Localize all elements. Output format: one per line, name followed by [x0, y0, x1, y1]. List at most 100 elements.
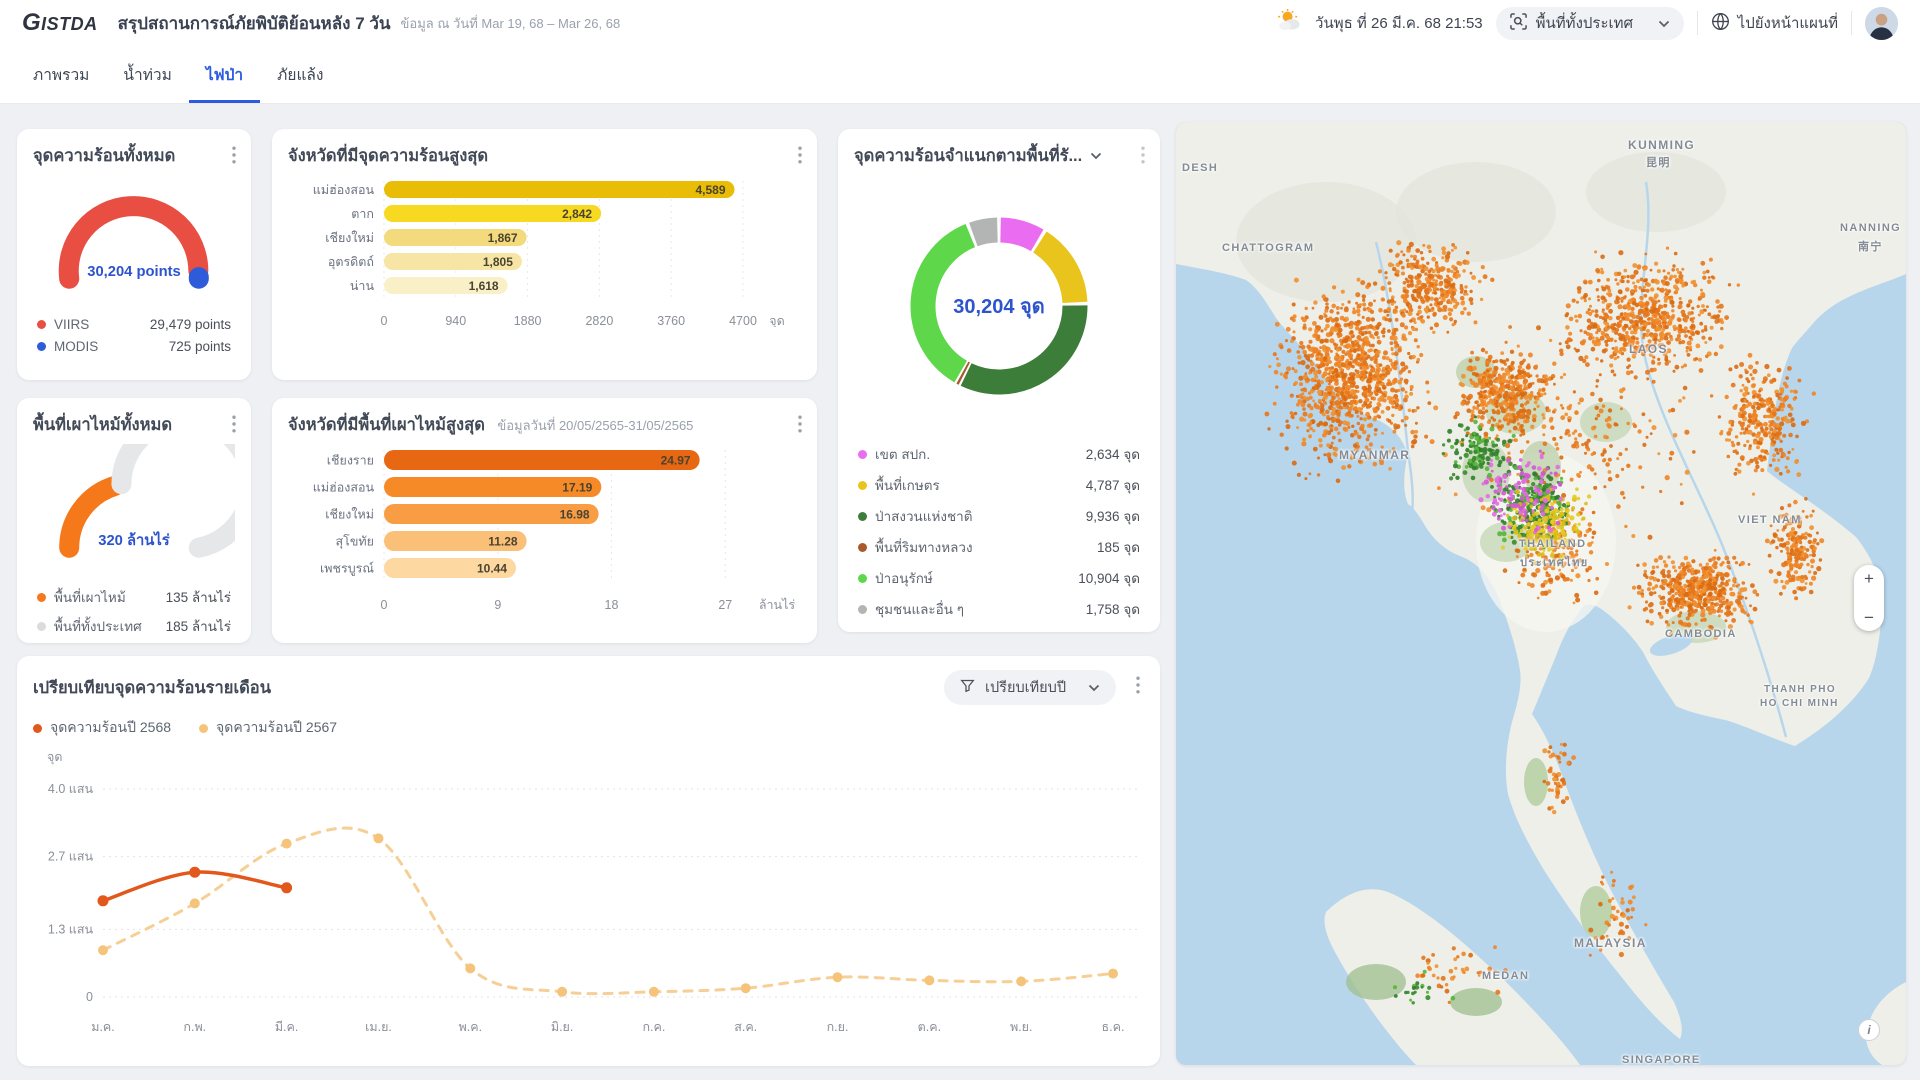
svg-text:มิ.ย.: มิ.ย. — [551, 1020, 574, 1034]
area-selector-dropdown[interactable]: พื้นที่ทั้งประเทศ — [1495, 6, 1684, 40]
legend-value: 29,479 points — [149, 317, 231, 332]
legend-value: 135 ล้านไร่ — [165, 590, 231, 605]
kebab-menu-icon[interactable] — [794, 144, 806, 171]
tab-1[interactable]: ภาพรวม — [33, 67, 90, 84]
svg-text:30,204 จุด: 30,204 จุด — [953, 296, 1044, 319]
svg-text:ธ.ค.: ธ.ค. — [1102, 1020, 1125, 1034]
map-panel[interactable]: DESH CHATTOGRAM KUNMING 昆明 NANNING 南宁 MYANMAR L… — [1176, 122, 1906, 1065]
legend-value: 9,936 จุด — [1085, 509, 1140, 524]
tab-2[interactable]: น้ำท่วม — [123, 67, 172, 84]
svg-text:จุด: จุด — [769, 314, 784, 327]
burn-provinces-bar-chart: เชียงราย 24.97 แม่ฮ่องสอน 17.19 เชียงใหม่ 16.… — [288, 444, 801, 616]
map-canvas[interactable] — [1176, 122, 1906, 1065]
svg-text:มี.ค.: มี.ค. — [275, 1020, 299, 1034]
weather-icon — [1277, 8, 1302, 38]
svg-text:สุโขทัย: สุโขทัย — [336, 534, 374, 550]
page-title: สรุปสถานการณ์ภัยพิบัติย้อนหลัง 7 วัน — [117, 13, 391, 33]
card-hotspot-provinces: จังหวัดที่มีจุดความร้อนสูงสุด แม่ฮ่องสอน… — [272, 129, 817, 380]
legend-label: จุดความร้อนปี 2568 — [50, 719, 172, 735]
tab-bar: ภาพรวม น้ำท่วม ไฟป่า ภัยแล้ง — [0, 46, 1920, 104]
legend-dot — [37, 320, 46, 329]
compare-year-filter[interactable]: เปรียบเทียบปี — [944, 670, 1116, 705]
legend-label: พื้นที่เผาไหม้ — [54, 590, 126, 605]
header-divider — [1851, 11, 1852, 35]
legend-item: พื้นที่ทั้งประเทศ 185 ล้านไร่ — [37, 615, 231, 637]
kebab-menu-icon[interactable] — [1137, 144, 1149, 171]
legend-value: 185 ล้านไร่ — [165, 619, 231, 634]
card-burn-provinces: จังหวัดที่มีพื้นที่เผาไหม้สูงสุด ข้อมูลว… — [272, 398, 817, 643]
legend-item: พื้นที่ริมทางหลวง 185 จุด — [858, 536, 1140, 558]
compare-year-label: เปรียบเทียบปี — [985, 680, 1067, 696]
legend-value: 185 จุด — [1097, 540, 1140, 555]
tab-3[interactable]: ไฟป่า — [188, 48, 261, 103]
svg-text:24.97: 24.97 — [661, 454, 691, 468]
legend-item: MODIS 725 points — [37, 339, 231, 354]
svg-text:0: 0 — [381, 598, 388, 612]
legend-label: เขต สปก. — [875, 447, 931, 462]
kebab-menu-icon[interactable] — [228, 413, 240, 440]
header-divider — [1696, 11, 1698, 35]
legend-label: MODIS — [54, 339, 99, 354]
hotspot-provinces-bar-chart: แม่ฮ่องสอน 4,589 ตาก 2,842 เชียงใหม่ 1,867 อุต… — [288, 175, 801, 327]
svg-text:0: 0 — [381, 314, 388, 327]
zoom-in-button[interactable]: + — [1864, 569, 1874, 588]
svg-text:เชียงใหม่: เชียงใหม่ — [325, 508, 374, 522]
area-search-icon — [1509, 12, 1527, 34]
svg-text:เชียงราย: เชียงราย — [327, 454, 374, 468]
svg-text:27: 27 — [718, 598, 732, 612]
svg-text:2.7 แสน: 2.7 แสน — [48, 850, 94, 864]
svg-text:อุตรดิตถ์: อุตรดิตถ์ — [328, 255, 374, 270]
card-title: จังหวัดที่มีจุดความร้อนสูงสุด — [288, 147, 489, 165]
tab-4[interactable]: ภัยแล้ง — [277, 67, 324, 84]
title-chevron-down-icon[interactable] — [1090, 147, 1102, 165]
hotspot-gauge-legend: VIIRS 29,479 points MODIS 725 points — [33, 317, 235, 354]
svg-text:17.19: 17.19 — [562, 481, 592, 495]
legend-label: จุดความร้อนปี 2567 — [216, 719, 338, 735]
legend-value: 725 points — [168, 339, 231, 354]
svg-text:ก.ค.: ก.ค. — [642, 1020, 665, 1034]
svg-text:พ.ค.: พ.ค. — [459, 1020, 483, 1034]
svg-text:1,805: 1,805 — [483, 255, 513, 269]
area-selector-label: พื้นที่ทั้งประเทศ — [1535, 15, 1634, 32]
legend-item: เขต สปก. 2,634 จุด — [858, 443, 1140, 465]
landuse-legend: เขต สปก. 2,634 จุดพื้นที่เกษตร 4,787 จุดป่… — [854, 443, 1144, 620]
kebab-menu-icon[interactable] — [794, 413, 806, 440]
kebab-menu-icon[interactable] — [1132, 674, 1144, 701]
zoom-out-button[interactable]: − — [1864, 608, 1874, 627]
svg-text:ม.ค.: ม.ค. — [91, 1020, 115, 1034]
legend-value: 4,787 จุด — [1085, 478, 1140, 493]
card-subtitle: ข้อมูลวันที่ 20/05/2565-31/05/2565 — [497, 418, 694, 433]
svg-text:เม.ย.: เม.ย. — [365, 1020, 392, 1034]
card-hotspot-landuse: จุดความร้อนจำแนกตามพื้นที่รั... 30,204 จ… — [838, 129, 1160, 632]
legend-label: พื้นที่ริมทางหลวง — [875, 540, 973, 555]
monthly-line-chart: จุด 0 1.3 แสน 2.7 แสน 4.0 แสน ม.ค. ก.พ. มี.ค. เม… — [33, 741, 1144, 1043]
legend-dot — [858, 542, 867, 552]
legend-item: ชุมชนและอื่น ๆ 1,758 จุด — [858, 598, 1140, 620]
svg-text:ส.ค.: ส.ค. — [734, 1020, 757, 1034]
svg-text:10.44: 10.44 — [477, 562, 507, 576]
chevron-down-icon — [1658, 15, 1670, 32]
svg-text:16.98: 16.98 — [560, 508, 590, 522]
burn-gauge-chart: 320 ล้านไร่ — [33, 444, 235, 560]
svg-text:ล้านไร่: ล้านไร่ — [759, 598, 796, 612]
legend-item: พื้นที่เกษตร 4,787 จุด — [858, 474, 1140, 496]
map-info-button[interactable]: i — [1858, 1019, 1880, 1041]
current-datetime: วันพุธ ที่ 26 มี.ค. 68 21:53 — [1315, 15, 1483, 32]
legend-label: VIIRS — [54, 317, 90, 332]
legend-value: 10,904 จุด — [1078, 571, 1140, 586]
card-title: จังหวัดที่มีพื้นที่เผาไหม้สูงสุด — [288, 416, 485, 434]
card-hotspot-total: จุดความร้อนทั้งหมด 30,204 points VIIRS 29… — [17, 129, 251, 380]
legend-dot — [37, 342, 46, 351]
landuse-donut-chart: 30,204 จุด — [854, 187, 1144, 425]
card-title: พื้นที่เผาไหม้ทั้งหมด — [33, 416, 173, 434]
svg-text:1,618: 1,618 — [469, 279, 499, 293]
go-to-map-link[interactable]: ไปยังหน้าแผนที่ — [1711, 11, 1838, 35]
svg-text:18: 18 — [605, 598, 619, 612]
card-title: จุดความร้อนจำแนกตามพื้นที่รั... — [854, 147, 1083, 165]
gistda-logo: GISTDA — [22, 9, 98, 36]
user-avatar[interactable] — [1865, 6, 1898, 40]
svg-text:4.0 แสน: 4.0 แสน — [48, 782, 94, 796]
kebab-menu-icon[interactable] — [228, 144, 240, 171]
svg-text:2,842: 2,842 — [562, 207, 592, 221]
legend-item: ป่าอนุรักษ์ 10,904 จุด — [858, 567, 1140, 589]
